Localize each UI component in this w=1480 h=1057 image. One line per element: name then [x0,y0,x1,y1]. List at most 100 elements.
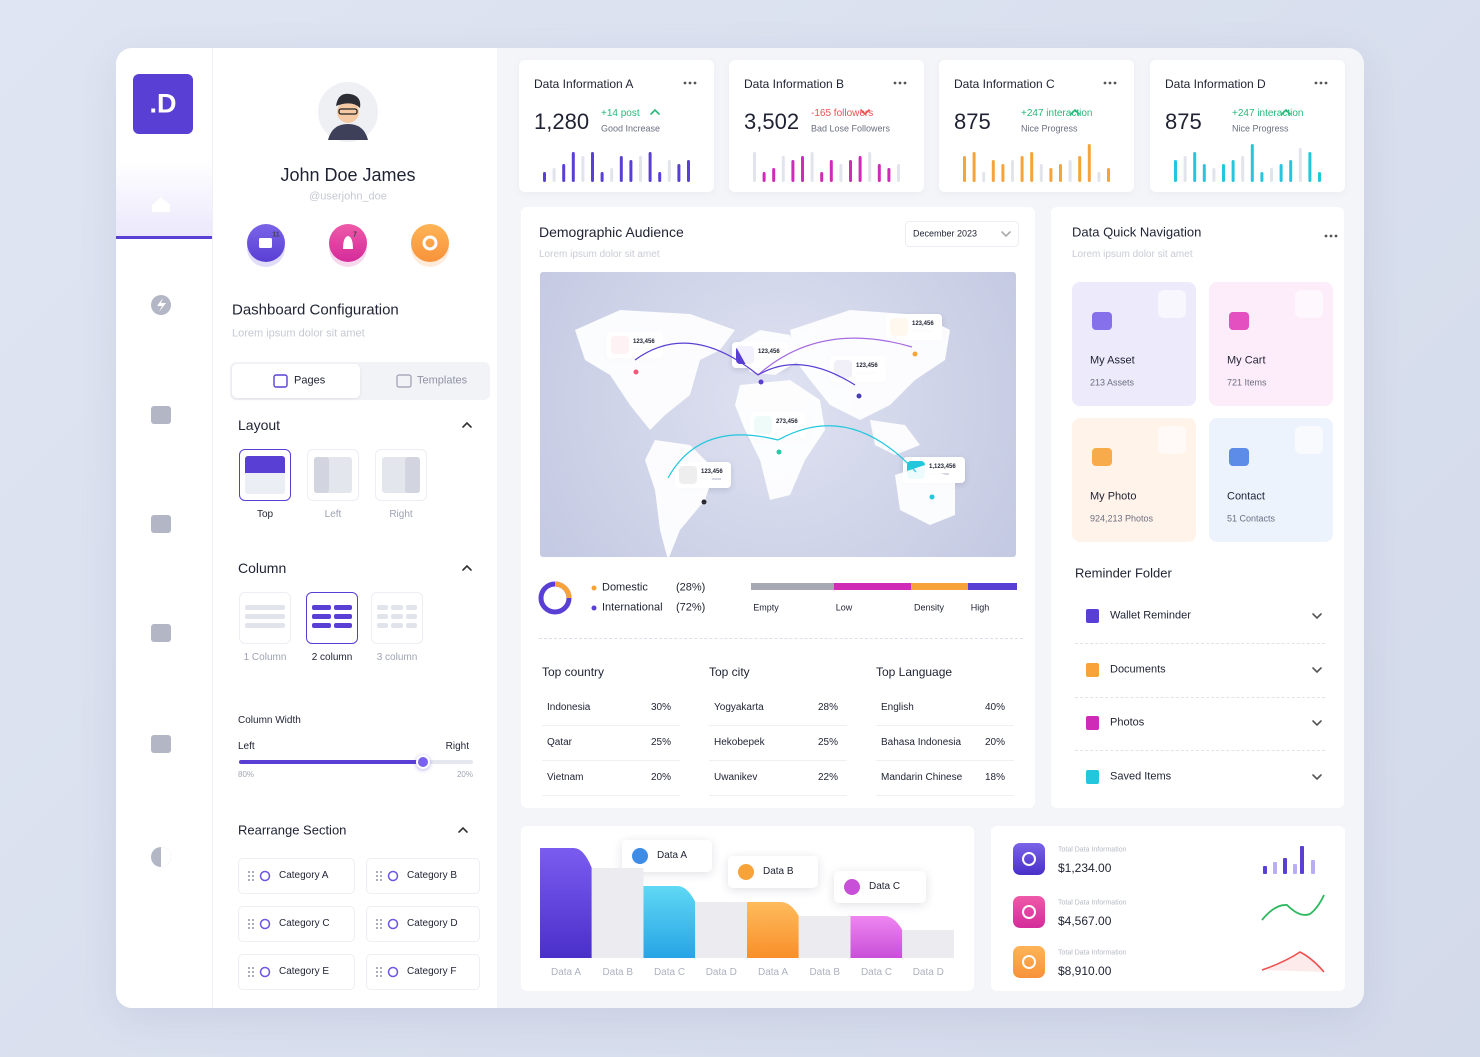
column-preview [333,614,352,619]
column-preview [312,605,331,610]
reminder-label: Photos [1110,716,1145,729]
total-glyph [1022,852,1036,866]
stat-card [1150,60,1345,192]
table-value: 30% [650,702,671,713]
tab-label: Pages [294,374,326,387]
tile-detail: 924,213 Photos [1090,513,1154,524]
reminder-label: Documents [1110,663,1166,676]
row-divider [542,795,680,796]
width-right: Right [445,741,469,752]
width-right-value: 20% [456,770,473,779]
config-title: Dashboard Configuration [232,301,399,319]
column-preview [405,623,417,628]
category-item[interactable] [366,954,480,990]
row-divider [709,795,847,796]
pin-value: 123,456 [856,363,878,369]
card-title: Demographic Audience [539,224,684,240]
row-divider [709,760,847,761]
row-divider [1075,697,1325,698]
pin-value: 1,123,456 [929,464,956,470]
stat-value: 875 [1165,109,1202,134]
column-preview [391,614,403,619]
badge-count: 11 [272,231,280,239]
stat-card [729,60,924,192]
total-glyph [1022,905,1036,919]
tile-icon [1229,448,1249,466]
tab-active[interactable] [232,364,360,398]
tile-detail: 721 Items [1227,377,1267,388]
card-subtitle: Lorem ipsum dolor sit amet [1072,249,1193,260]
column-preview [405,605,417,610]
stat-note: Good Increase [601,123,661,134]
pin-value: 123,456 [701,469,723,475]
reminder-label: Saved Items [1110,770,1172,783]
scale-segment [834,583,911,590]
stat-title: Data Information C [954,77,1055,91]
stat-card [519,60,714,192]
scale-segment [911,583,968,590]
column-preview [377,614,389,619]
tile-icon [1229,312,1249,330]
table-cell: Mandarin Chinese [881,772,963,783]
total-label: Total Data Information [1058,846,1127,854]
row-divider [542,760,680,761]
period-select[interactable] [905,221,1019,247]
pin-value: 123,456 [633,339,655,345]
category-label: Category D [407,918,458,929]
category-item[interactable] [366,906,480,942]
category-item[interactable] [238,858,355,894]
table-cell: Bahasa Indonesia [881,737,962,748]
section-title: Column [238,560,287,576]
flow-axis-label: Data A [550,967,582,978]
config-panel [212,48,497,1008]
layout-option-label: Left [324,509,342,520]
table-cell: Indonesia [547,702,591,713]
tile-detail: 213 Assets [1090,377,1135,388]
legend-share: (28%) [676,581,706,594]
tile-icon [1092,448,1112,466]
total-amount: $1,234.00 [1058,861,1112,875]
flow-axis-label: Data B [602,967,634,978]
scale-segment [751,583,834,590]
tile-pattern [1295,426,1323,454]
table-value: 25% [650,737,671,748]
category-item[interactable] [366,858,480,894]
category-label: Category C [279,918,330,929]
layout-preview-side [405,457,420,493]
slider-fill [239,760,423,764]
logo-text: .D [149,88,177,119]
stat-value: 875 [954,109,991,134]
table-value: 18% [984,772,1005,783]
width-left-value: 80% [238,770,255,779]
stat-title: Data Information A [534,77,634,91]
column-preview [245,605,285,610]
column-preview [405,614,417,619]
flow-axis-label: Data D [912,967,944,978]
table-value: 40% [984,702,1005,713]
total-label: Total Data Information [1058,949,1127,957]
table-cell: Hekobepek [714,737,765,748]
category-item[interactable] [238,954,355,990]
section-title: Layout [238,417,281,433]
category-label: Category F [407,966,457,977]
category-label: Category B [407,870,458,881]
callout-label: Data A [657,850,688,861]
column-preview [391,623,403,628]
pin-value: 123,456 [912,321,934,327]
tile-detail: 51 Contacts [1227,513,1276,524]
stat-title: Data Information D [1165,77,1266,91]
category-item[interactable] [238,906,355,942]
table-cell: English [881,702,914,713]
column-preview [333,623,352,628]
stat-change: -165 followers [811,108,874,119]
flow-axis-label: Data C [653,967,686,978]
slider-knob[interactable] [416,755,430,769]
total-amount: $8,910.00 [1058,964,1112,978]
row-divider [709,725,847,726]
table-cell: Vietnam [547,772,584,783]
legend-share: (72%) [676,601,706,614]
scale-label: Density [913,602,945,613]
column-preview [391,605,403,610]
